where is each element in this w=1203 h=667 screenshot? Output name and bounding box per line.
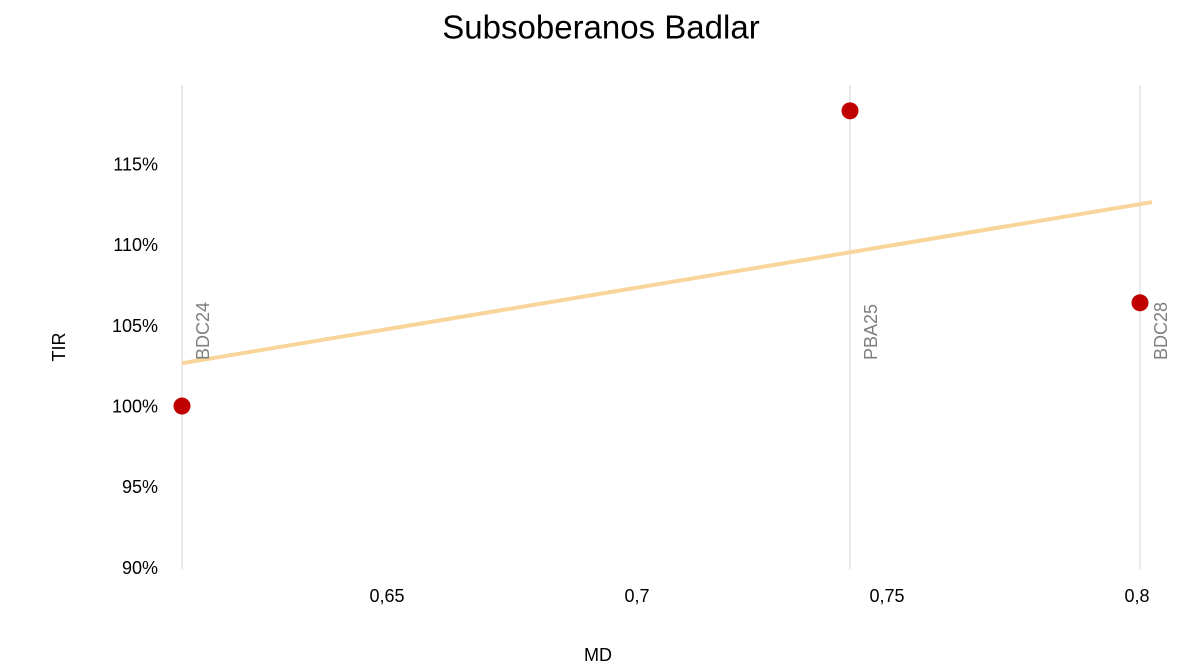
- y-tick-label: 100%: [112, 396, 158, 416]
- y-tick-label: 90%: [122, 558, 158, 578]
- point: [173, 397, 191, 415]
- point-label: BDC28: [1151, 302, 1171, 360]
- x-tick-label: 0,65: [369, 586, 404, 606]
- trendline: [181, 200, 1153, 366]
- y-tick-label: 105%: [112, 316, 158, 336]
- point-label: BDC24: [193, 302, 213, 360]
- x-axis-label: MD: [584, 645, 612, 665]
- point-label: PBA25: [861, 304, 881, 360]
- y-tick-label: 115%: [113, 154, 158, 174]
- x-tick-label: 0,7: [624, 586, 649, 606]
- y-axis-label: TIR: [49, 333, 69, 362]
- point: [841, 102, 859, 120]
- y-tick-label: 110%: [113, 235, 158, 255]
- x-tick-label: 0,75: [869, 586, 904, 606]
- y-tick-label: 95%: [122, 477, 158, 497]
- point: [1131, 294, 1149, 312]
- chart-title: Subsoberanos Badlar: [442, 9, 759, 46]
- x-tick-label: 0,8: [1124, 586, 1149, 606]
